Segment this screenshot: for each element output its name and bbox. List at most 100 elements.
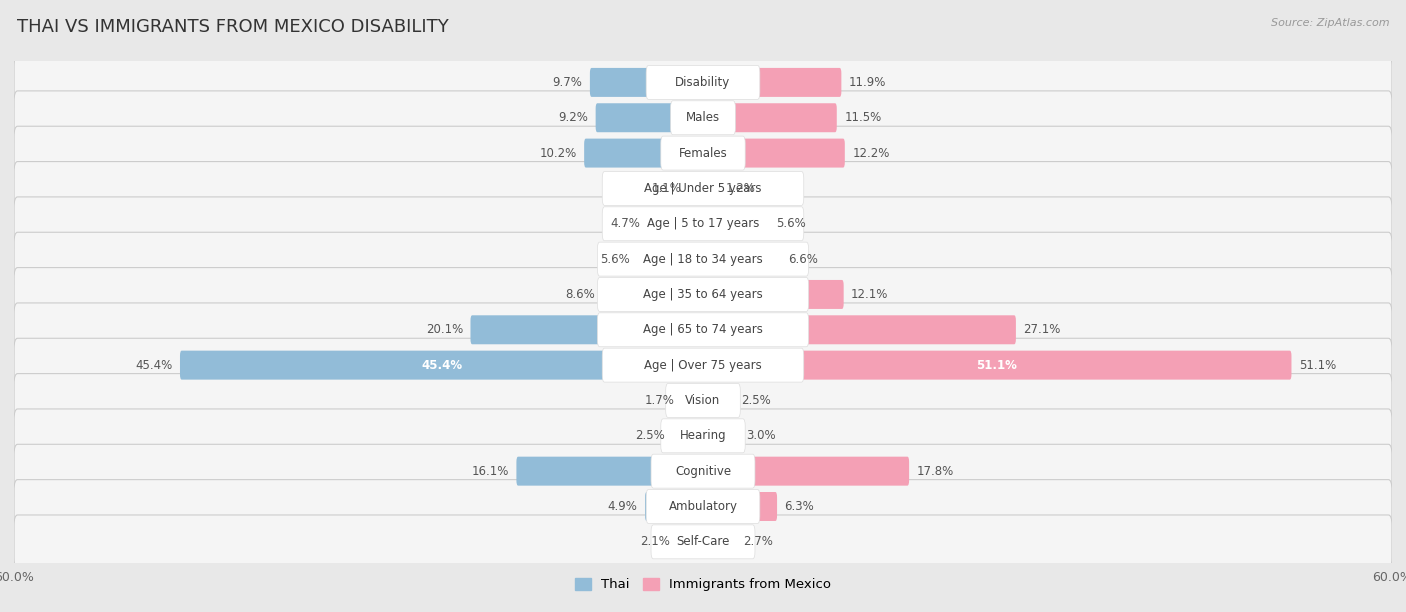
Text: Age | 65 to 74 years: Age | 65 to 74 years xyxy=(643,323,763,336)
FancyBboxPatch shape xyxy=(702,103,837,132)
FancyBboxPatch shape xyxy=(14,232,1392,286)
FancyBboxPatch shape xyxy=(591,68,704,97)
Text: 27.1%: 27.1% xyxy=(1024,323,1060,336)
Text: 1.1%: 1.1% xyxy=(651,182,681,195)
FancyBboxPatch shape xyxy=(689,174,704,203)
FancyBboxPatch shape xyxy=(14,515,1392,569)
Text: 2.7%: 2.7% xyxy=(744,536,773,548)
Text: Disability: Disability xyxy=(675,76,731,89)
FancyBboxPatch shape xyxy=(14,197,1392,251)
Text: 6.6%: 6.6% xyxy=(787,253,818,266)
FancyBboxPatch shape xyxy=(702,457,910,486)
Text: Females: Females xyxy=(679,147,727,160)
Text: Ambulatory: Ambulatory xyxy=(668,500,738,513)
FancyBboxPatch shape xyxy=(665,384,741,417)
Text: Age | Over 75 years: Age | Over 75 years xyxy=(644,359,762,371)
Text: 3.0%: 3.0% xyxy=(747,429,776,442)
FancyBboxPatch shape xyxy=(647,209,704,238)
Text: 9.2%: 9.2% xyxy=(558,111,588,124)
Text: 11.5%: 11.5% xyxy=(844,111,882,124)
FancyBboxPatch shape xyxy=(678,528,704,556)
Text: 11.9%: 11.9% xyxy=(849,76,886,89)
FancyBboxPatch shape xyxy=(637,245,704,274)
Text: 4.7%: 4.7% xyxy=(610,217,640,230)
Text: 2.1%: 2.1% xyxy=(640,536,669,548)
FancyBboxPatch shape xyxy=(14,91,1392,144)
Legend: Thai, Immigrants from Mexico: Thai, Immigrants from Mexico xyxy=(569,573,837,597)
FancyBboxPatch shape xyxy=(702,209,769,238)
Text: Self-Care: Self-Care xyxy=(676,536,730,548)
FancyBboxPatch shape xyxy=(598,242,808,276)
FancyBboxPatch shape xyxy=(14,338,1392,392)
Text: Source: ZipAtlas.com: Source: ZipAtlas.com xyxy=(1271,18,1389,28)
Text: Hearing: Hearing xyxy=(679,429,727,442)
FancyBboxPatch shape xyxy=(702,280,844,309)
Text: Vision: Vision xyxy=(685,394,721,407)
FancyBboxPatch shape xyxy=(14,162,1392,215)
Text: Age | 35 to 64 years: Age | 35 to 64 years xyxy=(643,288,763,301)
FancyBboxPatch shape xyxy=(14,303,1392,357)
Text: 16.1%: 16.1% xyxy=(471,465,509,477)
Text: Cognitive: Cognitive xyxy=(675,465,731,477)
FancyBboxPatch shape xyxy=(702,174,718,203)
Text: Age | 18 to 34 years: Age | 18 to 34 years xyxy=(643,253,763,266)
FancyBboxPatch shape xyxy=(645,492,704,521)
FancyBboxPatch shape xyxy=(602,207,804,241)
FancyBboxPatch shape xyxy=(180,351,704,379)
Text: 12.2%: 12.2% xyxy=(852,147,890,160)
FancyBboxPatch shape xyxy=(583,138,704,168)
FancyBboxPatch shape xyxy=(647,490,759,523)
Text: Age | Under 5 years: Age | Under 5 years xyxy=(644,182,762,195)
FancyBboxPatch shape xyxy=(603,280,704,309)
Text: 51.1%: 51.1% xyxy=(976,359,1017,371)
Text: 2.5%: 2.5% xyxy=(741,394,770,407)
Text: 9.7%: 9.7% xyxy=(553,76,582,89)
FancyBboxPatch shape xyxy=(661,136,745,170)
Text: 6.3%: 6.3% xyxy=(785,500,814,513)
FancyBboxPatch shape xyxy=(14,373,1392,427)
Text: 10.2%: 10.2% xyxy=(540,147,576,160)
Text: 45.4%: 45.4% xyxy=(422,359,463,371)
FancyBboxPatch shape xyxy=(596,103,704,132)
FancyBboxPatch shape xyxy=(702,528,735,556)
Text: 4.9%: 4.9% xyxy=(607,500,637,513)
FancyBboxPatch shape xyxy=(702,351,1292,379)
FancyBboxPatch shape xyxy=(651,525,755,559)
Text: Males: Males xyxy=(686,111,720,124)
FancyBboxPatch shape xyxy=(14,409,1392,463)
Text: 1.2%: 1.2% xyxy=(725,182,756,195)
FancyBboxPatch shape xyxy=(602,348,804,382)
FancyBboxPatch shape xyxy=(702,492,778,521)
FancyBboxPatch shape xyxy=(651,454,755,488)
FancyBboxPatch shape xyxy=(702,68,841,97)
FancyBboxPatch shape xyxy=(702,421,740,450)
Text: THAI VS IMMIGRANTS FROM MEXICO DISABILITY: THAI VS IMMIGRANTS FROM MEXICO DISABILIT… xyxy=(17,18,449,36)
Text: 12.1%: 12.1% xyxy=(851,288,889,301)
Text: 2.5%: 2.5% xyxy=(636,429,665,442)
Text: 45.4%: 45.4% xyxy=(135,359,173,371)
Text: 5.6%: 5.6% xyxy=(600,253,630,266)
FancyBboxPatch shape xyxy=(598,277,808,312)
FancyBboxPatch shape xyxy=(682,386,704,415)
FancyBboxPatch shape xyxy=(702,386,734,415)
FancyBboxPatch shape xyxy=(702,138,845,168)
FancyBboxPatch shape xyxy=(661,419,745,453)
FancyBboxPatch shape xyxy=(14,56,1392,110)
Text: 1.7%: 1.7% xyxy=(644,394,675,407)
FancyBboxPatch shape xyxy=(598,313,808,347)
FancyBboxPatch shape xyxy=(516,457,704,486)
FancyBboxPatch shape xyxy=(647,65,759,99)
FancyBboxPatch shape xyxy=(671,101,735,135)
Text: Age | 5 to 17 years: Age | 5 to 17 years xyxy=(647,217,759,230)
FancyBboxPatch shape xyxy=(702,315,1017,345)
Text: 51.1%: 51.1% xyxy=(1299,359,1336,371)
FancyBboxPatch shape xyxy=(14,267,1392,321)
FancyBboxPatch shape xyxy=(471,315,704,345)
Text: 8.6%: 8.6% xyxy=(565,288,595,301)
FancyBboxPatch shape xyxy=(14,444,1392,498)
Text: 17.8%: 17.8% xyxy=(917,465,953,477)
Text: 20.1%: 20.1% xyxy=(426,323,463,336)
FancyBboxPatch shape xyxy=(14,480,1392,533)
FancyBboxPatch shape xyxy=(14,126,1392,180)
FancyBboxPatch shape xyxy=(702,245,780,274)
